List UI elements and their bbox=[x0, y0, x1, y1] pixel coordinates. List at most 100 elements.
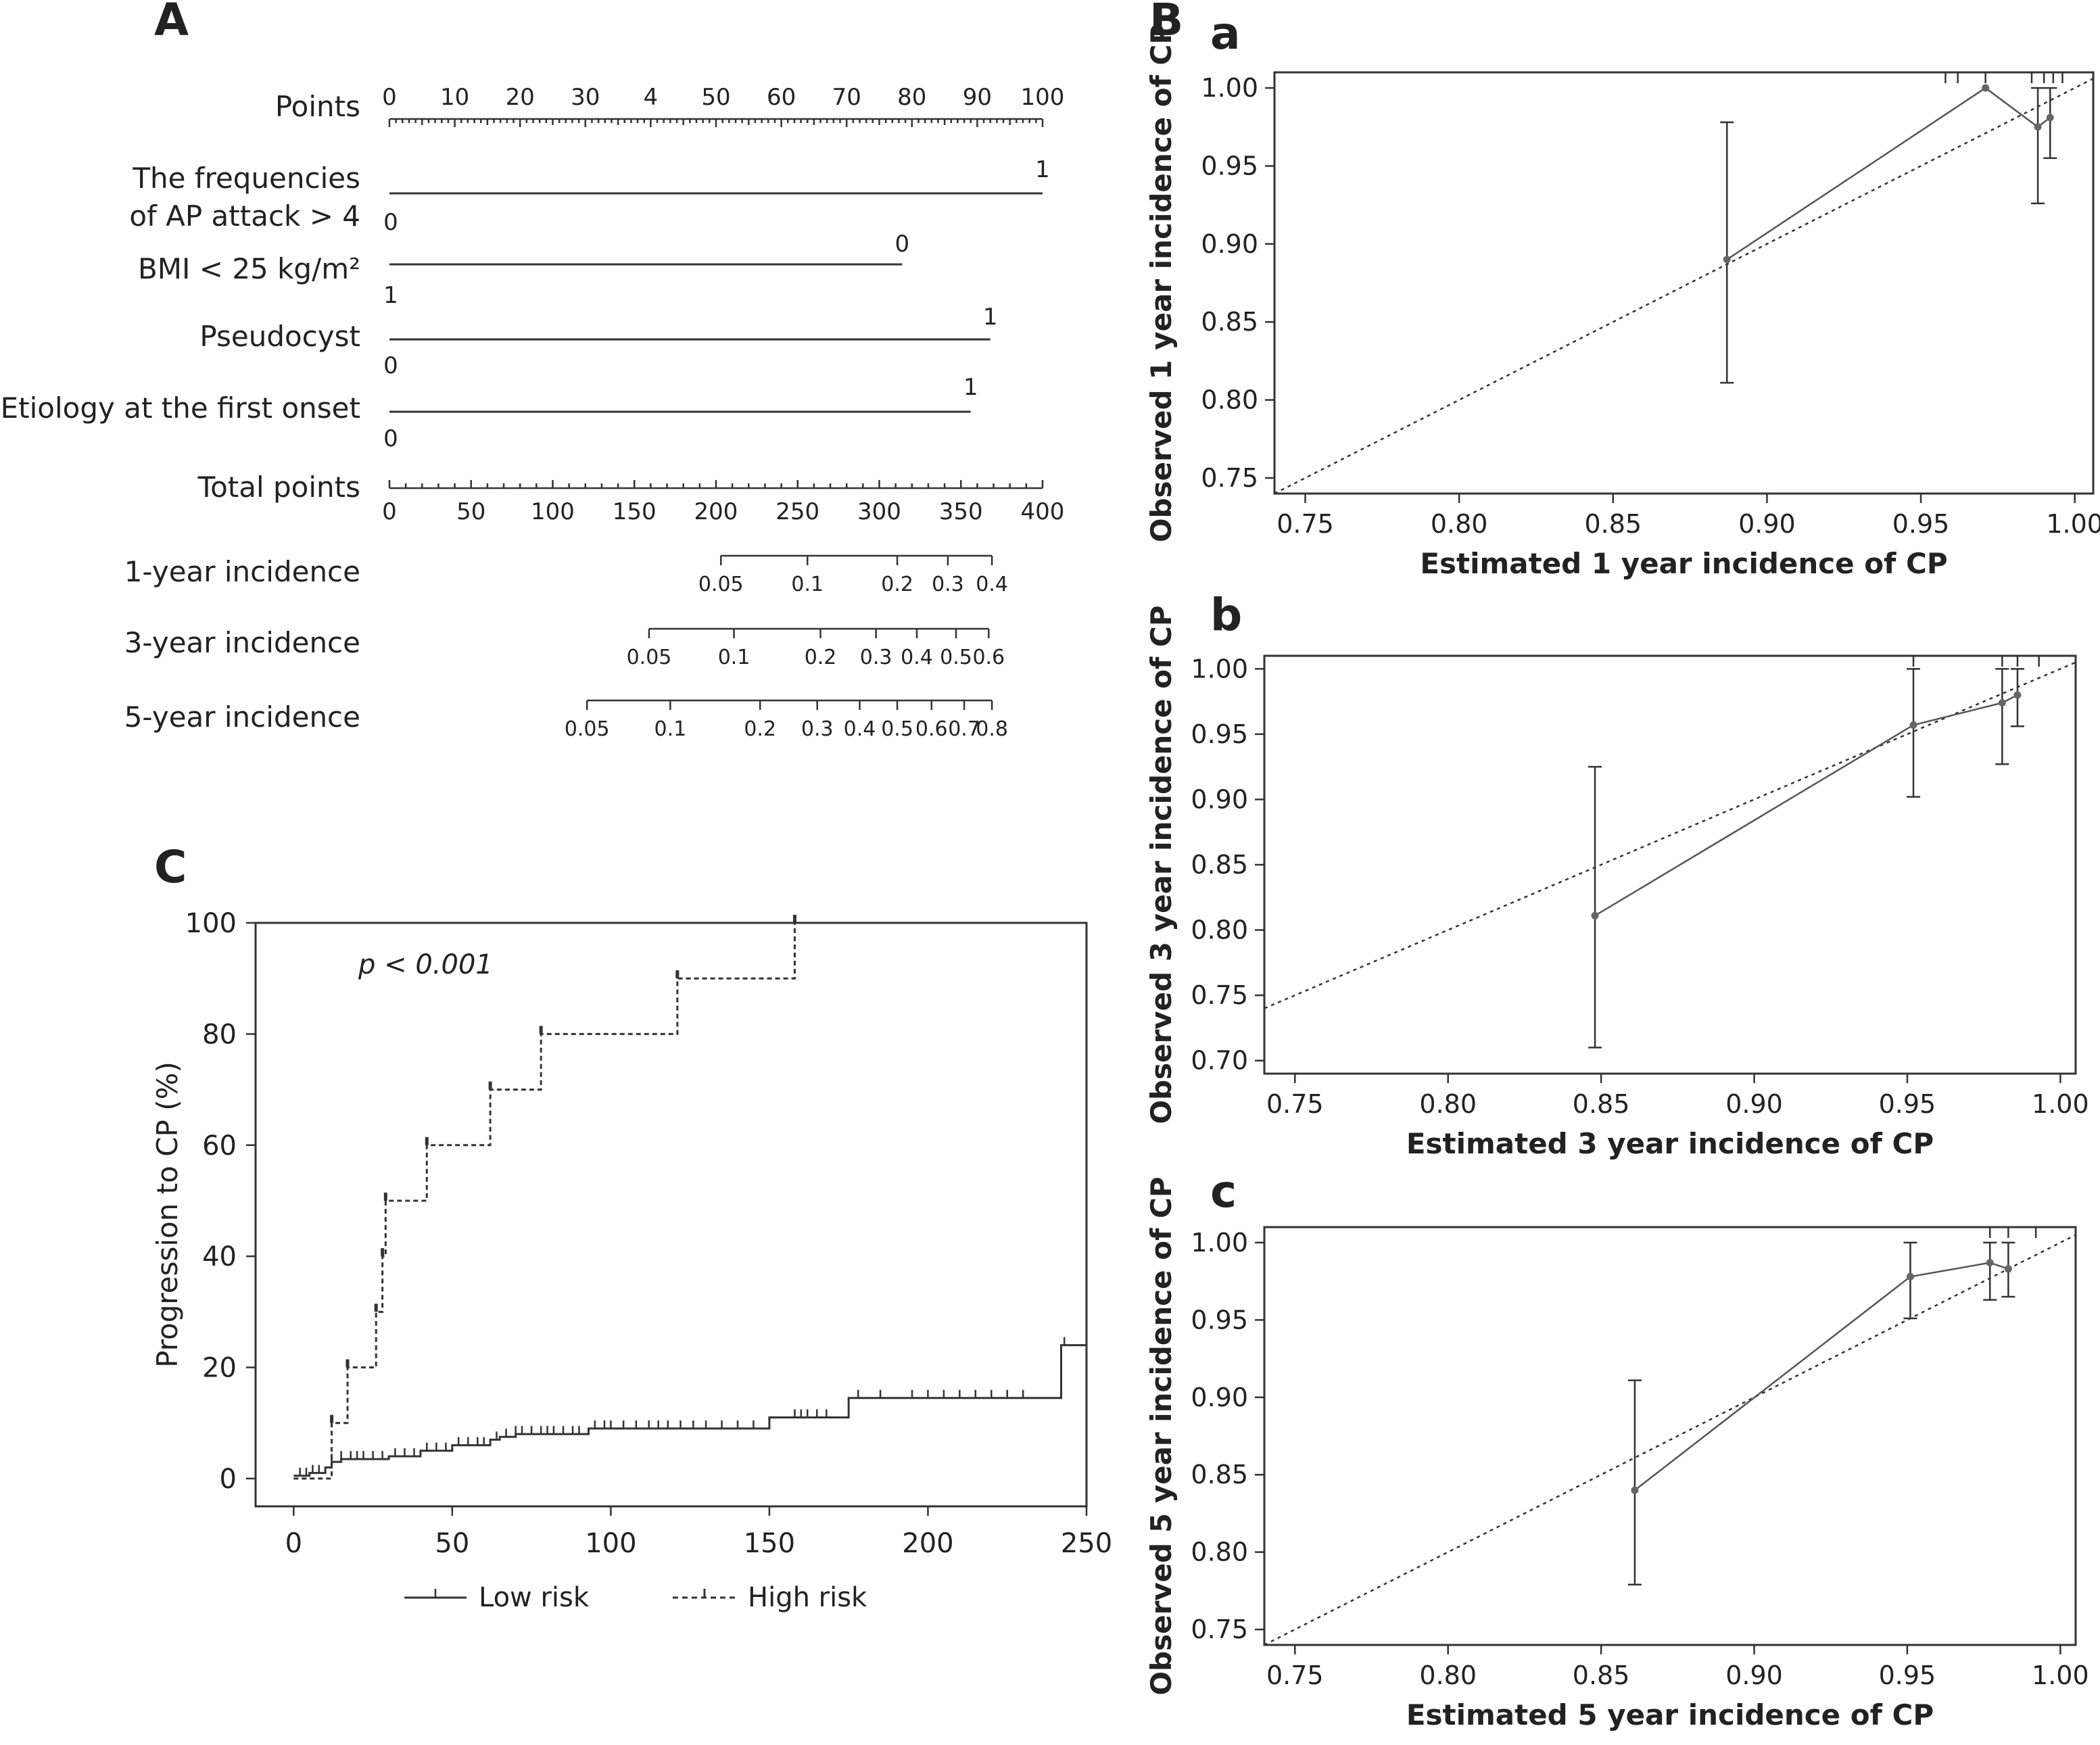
incidence-tick-label: 0.3 bbox=[801, 717, 834, 741]
x-axis-title: Estimated 3 year incidence of CP bbox=[1406, 1127, 1934, 1160]
incidence-tick-label: 0.6 bbox=[915, 717, 948, 741]
points-tick-label: 50 bbox=[701, 84, 730, 111]
y-tick-label: 0.85 bbox=[1191, 1460, 1248, 1489]
panel-letter-B: B bbox=[1149, 0, 1183, 46]
y-tick-label: 0.75 bbox=[1191, 980, 1248, 1010]
y-tick-label: 0.90 bbox=[1191, 784, 1248, 814]
calibration-line bbox=[1726, 87, 2051, 260]
incidence-tick-label: 0.1 bbox=[791, 573, 824, 596]
points-tick-label: 60 bbox=[767, 84, 796, 111]
incidence-label: 3-year incidence bbox=[124, 626, 360, 659]
nomogram: Points 0 10 20 30 4 50 60 70 80 90 100 The frequen… bbox=[1, 84, 1065, 741]
incidence-tick-label: 0.2 bbox=[881, 573, 913, 596]
total-points-label: Total points bbox=[197, 471, 360, 504]
panel-letter-Ba: a bbox=[1210, 7, 1241, 59]
x-tick-label: 0.80 bbox=[1419, 1089, 1477, 1119]
x-axis-title: Estimated 5 year incidence of CP bbox=[1406, 1698, 1934, 1731]
x-tick-label: 0.95 bbox=[1879, 1089, 1936, 1119]
panel-letter-Bc: c bbox=[1210, 1166, 1237, 1218]
total-tick-label: 0 bbox=[382, 498, 397, 525]
series-low-risk-curve bbox=[293, 1344, 1087, 1477]
legend-label-high-risk: High risk bbox=[748, 1582, 867, 1613]
predictor-label: Pseudocyst bbox=[199, 320, 360, 353]
incidence-tick-label: 0.05 bbox=[627, 646, 672, 669]
legend-label-low-risk: Low risk bbox=[479, 1582, 590, 1613]
y-tick-label: 1.00 bbox=[1191, 1228, 1248, 1258]
total-tick-label: 350 bbox=[939, 498, 983, 525]
calibration-point bbox=[2034, 123, 2042, 131]
calibration-point bbox=[1906, 1272, 1914, 1281]
incidence-axes: 0.05 0.1 0.2 0.3 0.40.05 0.1 0.2 0.3 0.4 0.5 0.60.… bbox=[565, 554, 1008, 741]
x-tick-label: 50 bbox=[435, 1528, 469, 1559]
plot-frame bbox=[254, 922, 1088, 1508]
y-tick-label: 20 bbox=[202, 1353, 237, 1384]
incidence-tick-label: 0.05 bbox=[565, 717, 610, 741]
predictor-label: of AP attack > 4 bbox=[129, 199, 360, 233]
y-axis-title: Progression to CP (%) bbox=[151, 1061, 184, 1368]
x-tick-label: 250 bbox=[1061, 1528, 1112, 1559]
incidence-tick-label: 0.5 bbox=[881, 717, 913, 741]
calibration-plot-3-year: 0.75 0.80 0.85 0.90 0.95 1.00 0.70 0.75 0.80 0.85… bbox=[1145, 605, 2089, 1160]
x-tick-label: 0.90 bbox=[1738, 509, 1796, 539]
calibration-point bbox=[1986, 1259, 1994, 1267]
predictor-label: Etiology at the first onset bbox=[1, 391, 360, 425]
panel-letter-C: C bbox=[154, 841, 187, 893]
predictor-high-label: 1 bbox=[1035, 156, 1050, 183]
incidence-tick-label: 0.7 bbox=[948, 717, 980, 741]
predictor-low-label: 0 bbox=[383, 209, 398, 236]
y-tick-label: 0.90 bbox=[1201, 229, 1258, 259]
calibration-point bbox=[1631, 1486, 1639, 1494]
reference-diagonal bbox=[1264, 661, 2076, 1009]
x-tick-label: 100 bbox=[585, 1528, 636, 1559]
x-tick-label: 0.75 bbox=[1266, 1089, 1324, 1119]
incidence-label: 1-year incidence bbox=[124, 555, 360, 588]
y-tick-label: 0.75 bbox=[1191, 1615, 1248, 1644]
total-tick-label: 400 bbox=[1021, 498, 1065, 525]
y-tick-label: 0.70 bbox=[1191, 1046, 1248, 1076]
incidence-tick-label: 0.5 bbox=[940, 646, 972, 669]
x-axis-title: Estimated 1 year incidence of CP bbox=[1420, 547, 1947, 580]
predictor-high-label: 0 bbox=[894, 231, 909, 258]
calibration-point bbox=[1723, 256, 1731, 264]
plot-frame bbox=[1263, 1226, 2077, 1646]
predictor-row: Etiology at the first onset 0 1 bbox=[1, 374, 978, 452]
y-tick-label: 0.75 bbox=[1201, 463, 1258, 493]
predictor-low-label: 1 bbox=[383, 282, 398, 309]
y-tick-label: 0 bbox=[220, 1464, 237, 1495]
points-tick-label: 90 bbox=[963, 84, 992, 111]
points-tick-label: 4 bbox=[644, 84, 659, 111]
predictor-high-label: 1 bbox=[963, 374, 978, 401]
predictor-low-label: 0 bbox=[383, 352, 398, 379]
y-tick-label: 0.80 bbox=[1191, 1537, 1248, 1567]
incidence-tick-label: 0.3 bbox=[860, 646, 892, 669]
y-tick-label: 0.95 bbox=[1191, 1305, 1248, 1335]
y-axis-title: Observed 1 year incidence of CP bbox=[1145, 24, 1178, 542]
incidence-tick-label: 0.05 bbox=[698, 573, 744, 596]
y-tick-label: 0.80 bbox=[1191, 915, 1248, 945]
points-tick-label: 30 bbox=[571, 84, 600, 111]
calibration-point bbox=[1909, 721, 1917, 729]
incidence-tick-label: 0.8 bbox=[976, 717, 1008, 741]
x-tick-label: 1.00 bbox=[2046, 509, 2100, 539]
incidence-tick-label: 0.4 bbox=[976, 573, 1008, 596]
y-tick-label: 0.95 bbox=[1191, 719, 1248, 749]
x-tick-label: 0.75 bbox=[1276, 509, 1334, 539]
total-tick-label: 100 bbox=[531, 498, 575, 525]
incidence-tick-label: 0.2 bbox=[805, 646, 837, 669]
panel-letter-Bb: b bbox=[1210, 589, 1242, 641]
p-value-annotation: p < 0.001 bbox=[358, 949, 493, 980]
x-tick-label: 0.85 bbox=[1573, 1660, 1630, 1690]
x-tick-label: 0.95 bbox=[1879, 1660, 1936, 1690]
y-tick-label: 0.85 bbox=[1191, 850, 1248, 880]
y-tick-label: 100 bbox=[185, 908, 237, 939]
calibration-point bbox=[1982, 84, 1990, 92]
y-tick-label: 40 bbox=[202, 1241, 237, 1272]
calibration-plot-5-year: 0.75 0.80 0.85 0.90 0.95 1.00 0.75 0.80 0.85 0.90… bbox=[1145, 1176, 2089, 1731]
x-tick-label: 200 bbox=[902, 1528, 953, 1559]
y-tick-label: 60 bbox=[202, 1130, 237, 1162]
y-tick-label: 0.80 bbox=[1201, 385, 1258, 415]
x-tick-label: 150 bbox=[744, 1528, 795, 1559]
incidence-tick-label: 0.1 bbox=[718, 646, 750, 669]
points-tick-label: 0 bbox=[382, 84, 397, 111]
x-tick-label: 0.75 bbox=[1266, 1660, 1324, 1690]
